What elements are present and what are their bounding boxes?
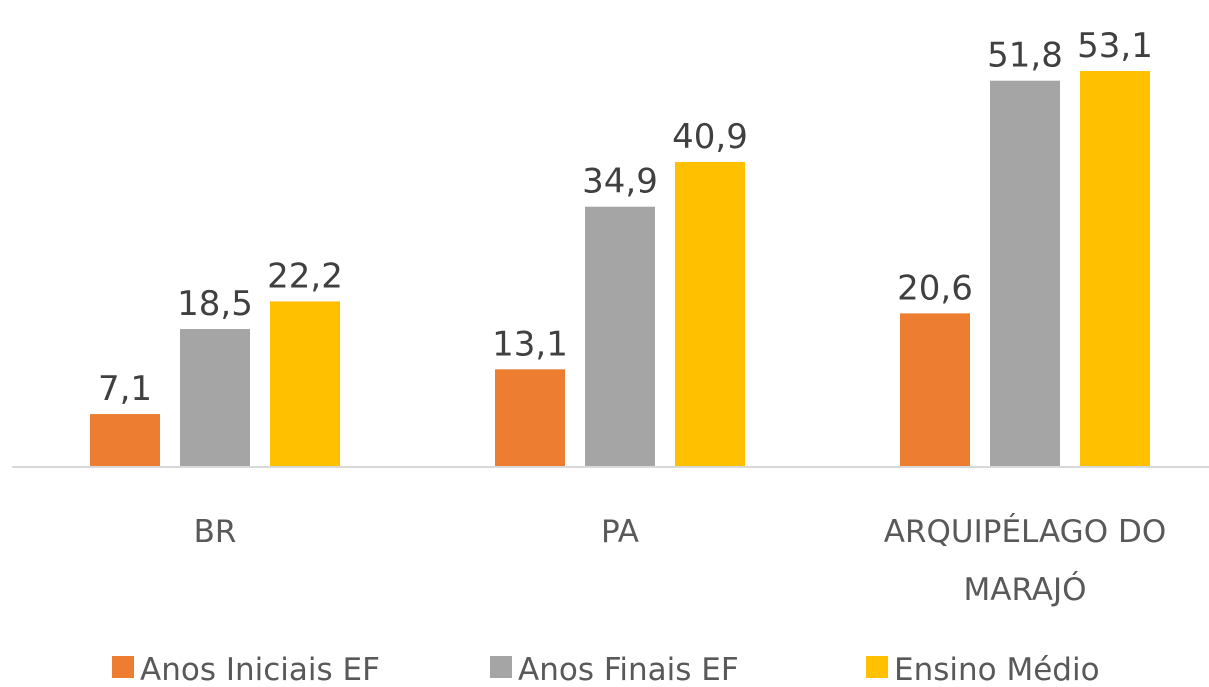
- value-label: 40,9: [672, 117, 748, 157]
- x-label-box: PA: [601, 514, 639, 550]
- bar: [585, 206, 655, 467]
- value-label: 34,9: [582, 162, 658, 202]
- bar: [900, 313, 970, 467]
- x-label-box: BR: [193, 514, 237, 550]
- bar: [180, 329, 250, 467]
- legend-label: Anos Iniciais EF: [140, 652, 380, 687]
- legend-swatch: [490, 656, 512, 678]
- value-label: 51,8: [987, 36, 1063, 76]
- bar: [990, 80, 1060, 467]
- value-label: 7,1: [98, 369, 152, 409]
- value-label: 18,5: [177, 284, 253, 324]
- x-label-box: ARQUIPÉLAGO DO MARAJÓ: [883, 514, 1167, 608]
- legend-swatch: [112, 656, 134, 678]
- legend-swatch: [866, 656, 888, 678]
- x-tick-label: ARQUIPÉLAGO DO MARAJÓ: [883, 514, 1167, 608]
- x-tick-label: PA: [601, 514, 639, 550]
- bar: [270, 301, 340, 467]
- value-label: 22,2: [267, 256, 343, 296]
- value-label: 20,6: [897, 268, 973, 308]
- bar: [675, 161, 745, 468]
- bar: [90, 414, 160, 467]
- bar: [1080, 71, 1150, 467]
- x-tick-label: BR: [193, 514, 237, 550]
- legend-label: Ensino Médio: [894, 652, 1100, 687]
- value-label: 13,1: [492, 324, 568, 364]
- value-label: 53,1: [1077, 26, 1153, 66]
- legend-label: Anos Finais EF: [518, 652, 739, 687]
- bar: [495, 369, 565, 467]
